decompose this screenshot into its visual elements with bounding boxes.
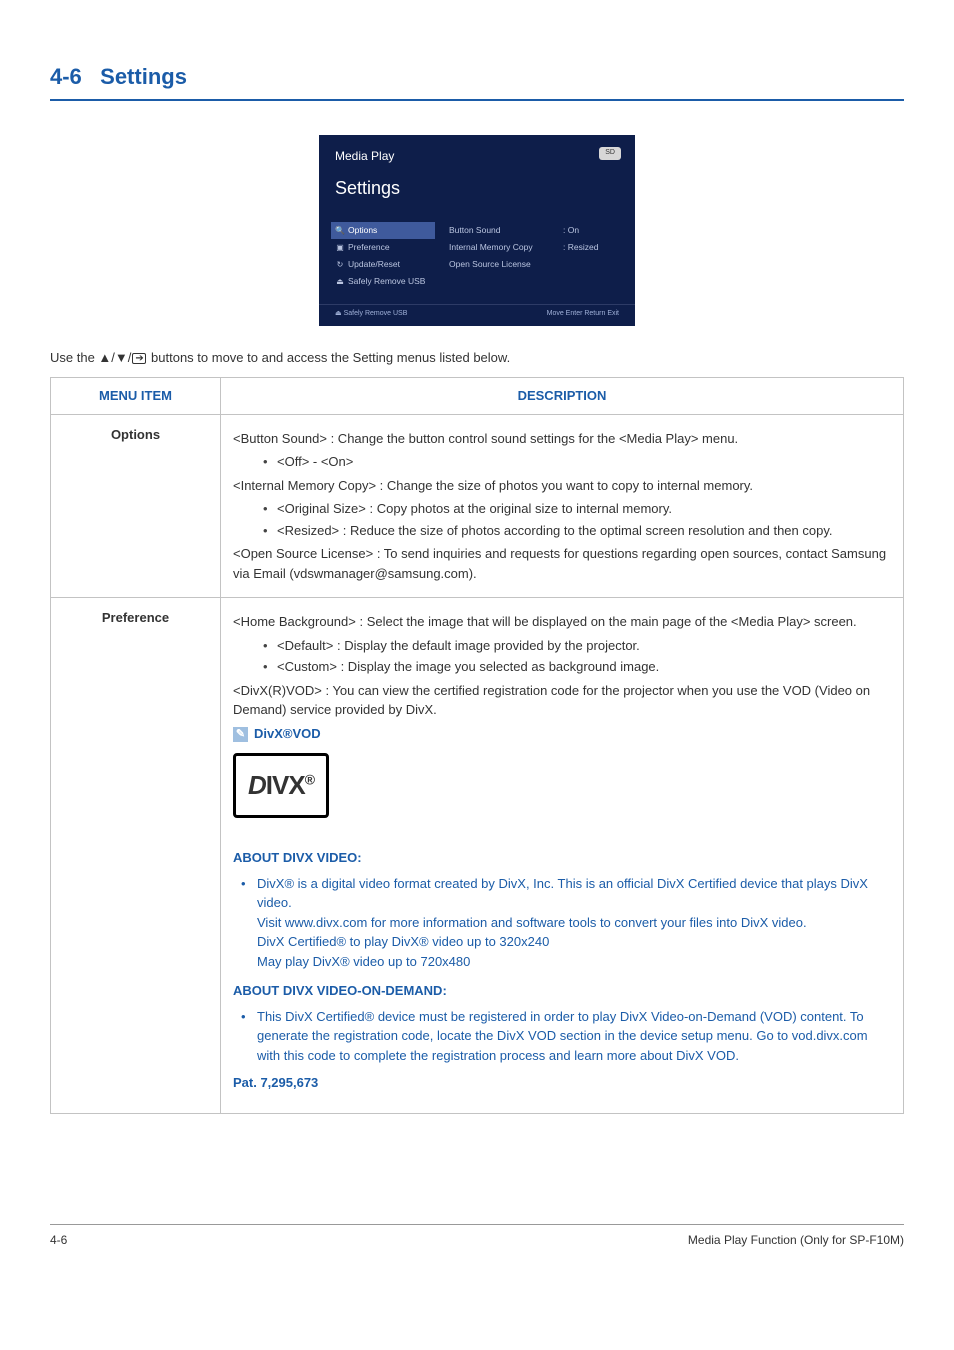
setting-value: : Resized [563,239,619,256]
original-size-desc: <Original Size> : Copy photos at the ori… [263,499,891,519]
setting-key: Open Source License [449,256,549,273]
about-divx-video: ABOUT DIVX VIDEO: DivX® is a digital vid… [233,848,891,971]
section-number: 4-6 [50,64,82,89]
options-icon: 🔍 [335,225,345,237]
footer-page-number: 4-6 [50,1231,67,1249]
divx-vod-note: ✎DivX®VOD [233,724,891,744]
sidebar-item-options[interactable]: 🔍Options [331,222,435,239]
setting-value [563,256,619,260]
up-arrow-icon: ▲ [98,350,111,365]
update-icon: ↻ [335,259,345,271]
setting-key: Internal Memory Copy [449,239,549,256]
about-divx-video-heading: ABOUT DIVX VIDEO: [233,848,891,868]
open-source-desc: <Open Source License> : To send inquirie… [233,544,891,583]
home-bg-desc: <Home Background> : Select the image tha… [233,612,891,632]
resized-desc: <Resized> : Reduce the size of photos ac… [263,521,891,541]
home-bg-default: <Default> : Display the default image pr… [263,636,891,656]
settings-description-table: MENU ITEM DESCRIPTION Options <Button So… [50,377,904,1114]
table-row: Options <Button Sound> : Change the butt… [51,414,904,598]
note-icon: ✎ [233,727,248,742]
section-title: Settings [100,64,187,89]
settings-values: : On : Resized [563,222,619,290]
sidebar-list: 🔍Options ▣Preference ↻Update/Reset ⏏Safe… [335,222,435,290]
about-divx-vod-text: This DivX Certified® device must be regi… [239,1007,891,1066]
menu-item-options: Options [51,414,221,598]
footer-left-hint: ⏏ Safely Remove USB [335,309,407,320]
divx-logo-text: DIVX® [248,770,314,800]
sidebar-item-remove-usb[interactable]: ⏏Safely Remove USB [335,273,435,290]
button-sound-values: <Off> - <On> [263,452,891,472]
divx-vod-desc: <DivX(R)VOD> : You can view the certifie… [233,681,891,720]
preference-description: <Home Background> : Select the image tha… [221,598,904,1114]
internal-copy-desc: <Internal Memory Copy> : Change the size… [233,476,891,496]
patent-number: Pat. 7,295,673 [233,1073,891,1093]
settings-keys: Button Sound Internal Memory Copy Open S… [449,222,549,290]
divx-logo: DIVX® [233,753,329,818]
home-bg-custom: <Custom> : Display the image you selecte… [263,657,891,677]
footer-right-hint: Move Enter Return Exit [547,309,619,320]
table-row: Preference <Home Background> : Select th… [51,598,904,1114]
button-sound-desc: <Button Sound> : Change the button contr… [233,429,891,449]
col-description: DESCRIPTION [221,378,904,415]
about-divx-text: DivX® is a digital video format created … [239,874,891,972]
about-divx-vod-heading: ABOUT DIVX VIDEO-ON-DEMAND: [233,981,891,1001]
sd-badge: SD [599,147,621,160]
preference-icon: ▣ [335,242,345,254]
intro-text: Use the ▲/▼/ buttons to move to and acce… [50,348,904,368]
down-arrow-icon: ▼ [115,350,128,365]
page-footer: 4-6 Media Play Function (Only for SP-F10… [50,1224,904,1249]
menu-item-preference: Preference [51,598,221,1114]
sidebar-item-update[interactable]: ↻Update/Reset [335,256,435,273]
setting-key: Button Sound [449,222,549,239]
about-divx-vod: ABOUT DIVX VIDEO-ON-DEMAND: This DivX Ce… [233,981,891,1093]
media-play-title: Media Play [335,147,619,165]
enter-icon [132,353,146,364]
options-description: <Button Sound> : Change the button contr… [221,414,904,598]
settings-screenshot: SD Media Play Settings 🔍Options ▣Prefere… [50,135,904,326]
col-menu-item: MENU ITEM [51,378,221,415]
setting-value: : On [563,222,619,239]
sidebar-item-preference[interactable]: ▣Preference [335,239,435,256]
settings-title: Settings [335,175,619,202]
section-heading: 4-6 Settings [50,60,904,101]
usb-icon: ⏏ [335,276,345,288]
footer-doc-title: Media Play Function (Only for SP-F10M) [688,1231,904,1249]
